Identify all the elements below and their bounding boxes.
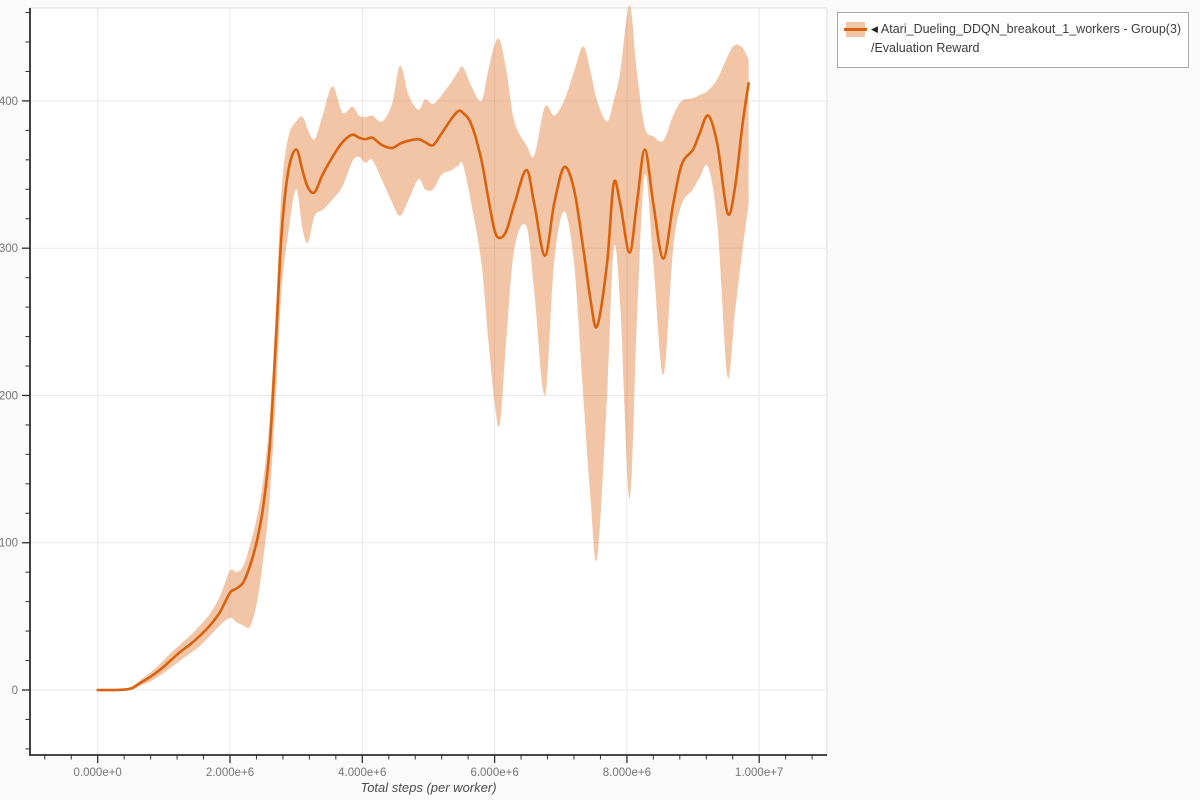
x-tick-label: 0.000e+0: [74, 767, 122, 779]
y-tick-label: 200: [0, 390, 18, 402]
y-tick-label: 300: [0, 243, 18, 255]
legend-swatch-line: [844, 28, 867, 31]
y-tick-label: 400: [0, 96, 18, 108]
x-tick-label: 6.000e+6: [470, 767, 518, 779]
x-tick-label: 2.000e+6: [206, 767, 254, 779]
legend-series-name: Atari_Dueling_DDQN_breakout_1_workers - …: [880, 22, 1182, 36]
x-tick-label: 1.000e+7: [735, 767, 783, 779]
y-tick-label: 100: [0, 538, 18, 550]
legend-text: ◀ Atari_Dueling_DDQN_breakout_1_workers -…: [871, 20, 1182, 59]
x-tick-label: 8.000e+6: [603, 767, 651, 779]
legend-metric-name: /Evaluation Reward: [871, 41, 980, 56]
legend-entry: ◀ Atari_Dueling_DDQN_breakout_1_workers -…: [871, 20, 1182, 39]
x-axis-title: Total steps (per worker): [360, 780, 497, 795]
plot-background: [30, 8, 827, 755]
x-tick-label: 4.000e+6: [338, 767, 386, 779]
legend-swatch: [844, 22, 867, 37]
collapse-triangle-icon[interactable]: ◀: [871, 24, 878, 34]
y-tick-label: 0: [12, 685, 18, 697]
mean-line: [96, 81, 750, 692]
legend-box[interactable]: ◀ Atari_Dueling_DDQN_breakout_1_workers -…: [837, 12, 1189, 68]
